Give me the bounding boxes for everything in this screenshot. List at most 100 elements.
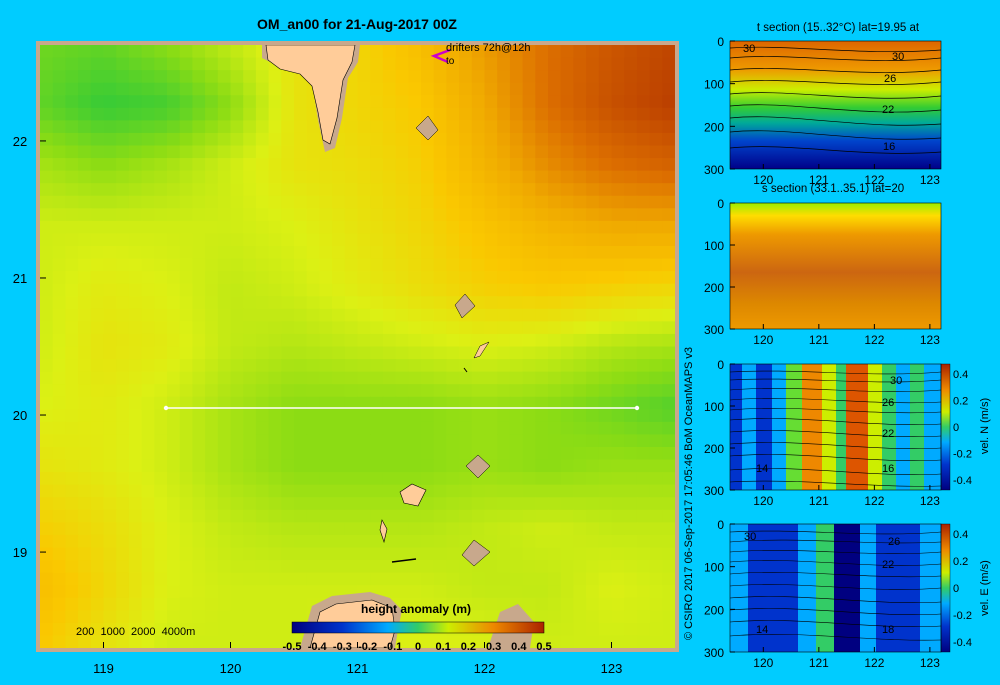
heatmap-cell bbox=[281, 371, 295, 385]
heatmap-cell bbox=[192, 333, 206, 348]
heatmap-cell bbox=[294, 321, 308, 335]
heatmap-cell bbox=[332, 333, 346, 348]
heatmap-cell bbox=[586, 359, 600, 373]
heatmap-cell bbox=[40, 208, 54, 222]
heatmap-cell bbox=[128, 497, 143, 511]
heatmap-cell bbox=[433, 547, 447, 561]
section-y-tick-label: 300 bbox=[704, 484, 724, 498]
heatmap-cell bbox=[167, 296, 181, 310]
heatmap-cell bbox=[128, 283, 143, 297]
heatmap-cell bbox=[357, 158, 371, 172]
heatmap-cell bbox=[611, 208, 625, 222]
land-north bbox=[265, 45, 356, 145]
heatmap-cell bbox=[167, 610, 181, 624]
heatmap-cell bbox=[471, 359, 486, 373]
heatmap-cell bbox=[141, 333, 155, 348]
heatmap-cell bbox=[319, 421, 333, 436]
heatmap-cell bbox=[522, 158, 536, 172]
colorbar-tick-label: 0.1 bbox=[436, 641, 451, 653]
heatmap-cell bbox=[268, 447, 282, 461]
heatmap-cell bbox=[598, 57, 613, 71]
heatmap-cell bbox=[217, 82, 232, 96]
heatmap-cell bbox=[90, 346, 105, 360]
heatmap-cell bbox=[103, 522, 117, 536]
heatmap-cell bbox=[65, 396, 79, 410]
heatmap-cell bbox=[230, 547, 244, 561]
heatmap-cell bbox=[65, 484, 79, 498]
heatmap-cell bbox=[611, 158, 625, 172]
heatmap-cell bbox=[52, 333, 66, 348]
heatmap-cell bbox=[624, 447, 638, 461]
heatmap-cell bbox=[548, 107, 562, 121]
heatmap-cell bbox=[535, 434, 549, 448]
heatmap-cell bbox=[433, 145, 447, 159]
heatmap-cell bbox=[636, 95, 651, 109]
heatmap-cell bbox=[306, 384, 320, 398]
heatmap-cell bbox=[370, 547, 384, 561]
heatmap-cell bbox=[471, 572, 486, 586]
heatmap-cell bbox=[179, 296, 193, 310]
heatmap-cell bbox=[598, 547, 613, 561]
heatmap-cell bbox=[294, 208, 308, 222]
heatmap-cell bbox=[662, 82, 675, 96]
heatmap-cell bbox=[509, 95, 524, 109]
heatmap-cell bbox=[294, 132, 308, 147]
heatmap-cell bbox=[497, 572, 511, 586]
heatmap-cell bbox=[332, 321, 346, 335]
heatmap-cell bbox=[154, 396, 168, 410]
colorbar-tick-label: 0.4 bbox=[511, 641, 527, 653]
heatmap-cell bbox=[573, 145, 587, 159]
heatmap-cell bbox=[497, 120, 511, 134]
heatmap-cell bbox=[332, 560, 346, 574]
heatmap-cell bbox=[560, 183, 574, 197]
heatmap-cell bbox=[154, 635, 168, 648]
heatmap-cell bbox=[535, 346, 549, 360]
heatmap-cell bbox=[243, 572, 257, 586]
vel-colorbar-tick-label: -0.2 bbox=[953, 449, 972, 461]
heatmap-cell bbox=[662, 170, 675, 184]
heatmap-cell bbox=[192, 346, 206, 360]
heatmap-cell bbox=[268, 346, 282, 360]
heatmap-cell bbox=[560, 57, 574, 71]
heatmap-cell bbox=[649, 271, 663, 285]
heatmap-cell bbox=[230, 447, 244, 461]
heatmap-cell bbox=[217, 622, 232, 637]
heatmap-cell bbox=[421, 509, 435, 523]
heatmap-cell bbox=[90, 246, 105, 260]
heatmap-cell bbox=[408, 132, 422, 147]
heatmap-cell bbox=[649, 321, 663, 335]
heatmap-cell bbox=[65, 497, 79, 511]
heatmap-cell bbox=[78, 509, 92, 523]
heatmap-cell bbox=[636, 371, 651, 385]
heatmap-cell bbox=[90, 283, 105, 297]
heatmap-cell bbox=[40, 534, 54, 549]
heatmap-cell bbox=[408, 95, 422, 109]
heatmap-cell bbox=[573, 220, 587, 235]
heatmap-cell bbox=[649, 296, 663, 310]
heatmap-cell bbox=[522, 132, 536, 147]
heatmap-cell bbox=[167, 509, 181, 523]
heatmap-cell bbox=[509, 158, 524, 172]
heatmap-cell bbox=[535, 145, 549, 159]
heatmap-cell bbox=[281, 459, 295, 473]
heatmap-cell bbox=[179, 283, 193, 297]
heatmap-cell bbox=[268, 283, 282, 297]
heatmap-cell bbox=[103, 283, 117, 297]
heatmap-cell bbox=[433, 497, 447, 511]
heatmap-cell bbox=[281, 183, 295, 197]
heatmap-cell bbox=[522, 321, 536, 335]
heatmap-cell bbox=[167, 459, 181, 473]
heatmap-cell bbox=[255, 572, 270, 586]
section-x-tick-label: 121 bbox=[809, 494, 829, 508]
heatmap-cell bbox=[319, 522, 333, 536]
heatmap-cell bbox=[52, 82, 66, 96]
heatmap-cell bbox=[294, 82, 308, 96]
heatmap-cell bbox=[103, 333, 117, 348]
heatmap-cell bbox=[395, 283, 409, 297]
heatmap-cell bbox=[649, 484, 663, 498]
heatmap-cell bbox=[103, 384, 117, 398]
heatmap-cell bbox=[319, 396, 333, 410]
heatmap-cell bbox=[306, 585, 320, 599]
ve-colorbar bbox=[940, 523, 951, 653]
heatmap-cell bbox=[560, 158, 574, 172]
